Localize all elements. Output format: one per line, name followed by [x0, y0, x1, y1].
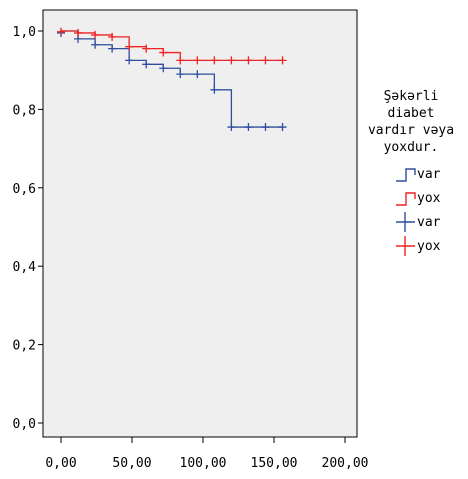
censor-mark — [278, 56, 287, 65]
plot-area — [42, 9, 358, 438]
series-layer — [57, 27, 287, 132]
legend-item-yox-censor: yox — [394, 236, 466, 256]
censor-plus-icon — [396, 212, 415, 232]
y-tick-label: 0,2 — [13, 339, 36, 354]
censor-mark — [91, 30, 100, 39]
legend-title-line: vardır vəya — [367, 123, 455, 138]
legend-item-yox-step: yox — [394, 188, 466, 208]
censor-mark — [91, 40, 100, 49]
legend-label: var — [417, 214, 441, 230]
censor-mark — [176, 70, 185, 79]
x-tick-label: 150,00 — [251, 456, 298, 471]
step-line-glyph — [396, 192, 416, 206]
censor-mark — [125, 42, 134, 51]
censor-mark — [108, 44, 117, 53]
censor-mark — [142, 60, 151, 69]
censor-mark — [278, 123, 287, 132]
censor-mark — [108, 32, 117, 41]
censor-mark — [261, 56, 270, 65]
legend: Şəkərli diabet vardır vəya yoxdur. var y… — [356, 88, 466, 260]
legend-title-line: Şəkərli — [383, 89, 439, 104]
x-tick-label: 0,00 — [45, 456, 76, 471]
censor-plus-icon — [396, 236, 415, 256]
censor-mark — [244, 56, 253, 65]
censor-mark — [244, 123, 253, 132]
censor-mark — [261, 123, 270, 132]
censor-mark — [176, 56, 185, 65]
plus-glyph — [396, 212, 415, 232]
legend-item-var-step: var — [394, 164, 466, 184]
plus-glyph — [396, 236, 415, 256]
x-tick-label: 100,00 — [180, 456, 227, 471]
censor-mark — [193, 70, 202, 79]
y-tick-label: 0,6 — [13, 182, 36, 197]
censor-mark — [210, 85, 219, 94]
censor-mark — [125, 56, 134, 65]
survival-step-line-yox — [61, 30, 283, 62]
legend-items: var yox var yox — [394, 164, 466, 256]
axes: 0,0 0,2 0,4 0,6 0,8 1,0 0,00 50,00 100,00 150,00 2… — [13, 25, 369, 471]
legend-label: yox — [417, 190, 441, 206]
censor-mark — [57, 27, 65, 36]
x-tick-label: 200,00 — [322, 456, 369, 471]
y-tick-label: 0,4 — [13, 260, 37, 275]
censor-mark — [159, 64, 168, 73]
legend-title: Şəkərli diabet vardır vəya yoxdur. — [356, 88, 466, 156]
step-line-icon — [396, 168, 416, 182]
legend-title-line: yoxdur. — [383, 140, 439, 155]
censor-mark — [210, 56, 219, 65]
legend-title-line: diabet — [387, 106, 435, 121]
censor-mark — [227, 123, 236, 132]
legend-label: yox — [417, 238, 441, 254]
censor-mark — [227, 56, 236, 65]
censor-mark — [193, 56, 202, 65]
legend-label: var — [417, 166, 441, 182]
step-line-glyph — [396, 168, 416, 182]
censor-mark — [142, 44, 151, 53]
y-tick-label: 0,0 — [13, 417, 36, 432]
x-tick-label: 50,00 — [112, 456, 151, 471]
censor-mark — [74, 28, 83, 37]
y-tick-label: 1,0 — [13, 25, 36, 40]
y-tick-label: 0,8 — [13, 103, 36, 118]
censor-mark — [159, 48, 168, 57]
step-line-icon — [396, 192, 416, 206]
legend-item-var-censor: var — [394, 212, 466, 232]
